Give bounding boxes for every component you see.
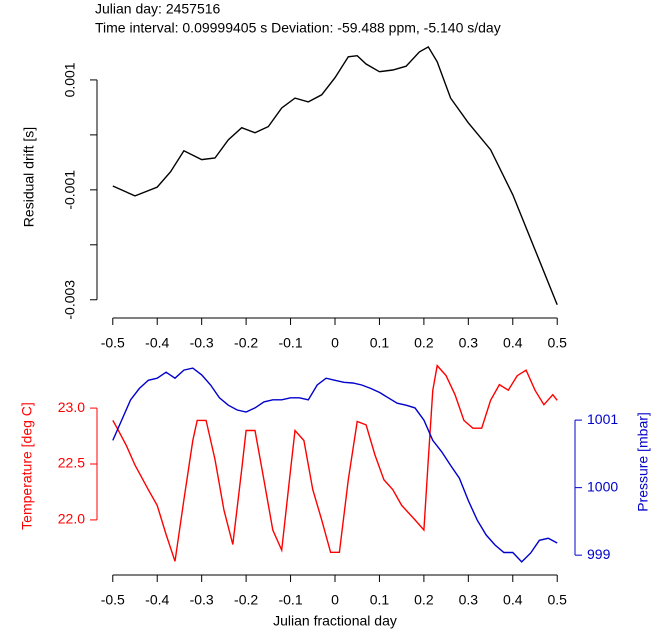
x-tick-label: -0.3 [190,335,214,351]
x-tick-label: 0.1 [370,592,390,608]
y-axis-label: Residual drift [s] [21,127,37,227]
x-tick-label: 0.2 [414,335,434,351]
x-tick-label: 0.5 [547,592,567,608]
data-line [112,45,558,305]
data-line [112,367,558,563]
x-tick-label: 0 [331,335,339,351]
y-tick-label: 999 [587,546,611,562]
x-tick-label: -0.2 [234,335,258,351]
chart-subtitle: Time interval: 0.09999405 s Deviation: -… [95,20,501,36]
x-tick-label: -0.5 [101,335,125,351]
y-axis-label: Temperature [deg C] [19,402,35,530]
y2-axis-label: Pressure [mbar] [635,412,651,512]
y-tick-label: -0.001 [62,170,78,210]
x-tick-label: -0.1 [278,335,302,351]
x-tick-label: 0.5 [547,335,567,351]
x-tick-label: -0.3 [190,592,214,608]
x-tick-label: -0.5 [101,592,125,608]
chart-title: Julian day: 2457516 [95,1,221,17]
x-tick-label: -0.1 [278,592,302,608]
y-tick-label: 1001 [587,411,618,427]
y-tick-label: 1000 [587,478,618,494]
y-tick-label: 0.001 [62,62,78,97]
x-tick-label: -0.4 [145,592,169,608]
x-tick-label: 0.1 [370,335,390,351]
x-tick-label: 0.4 [503,592,523,608]
y-tick-label: 22.5 [58,455,85,471]
y-tick-label: 23.0 [58,399,85,415]
x-tick-label: 0.3 [459,592,479,608]
x-tick-label: 0.2 [414,592,434,608]
y-tick-label: -0.003 [62,280,78,320]
x-axis-label: Julian fractional day [273,613,397,629]
data-line [112,364,558,562]
x-tick-label: 0 [331,592,339,608]
y-tick-label: 22.0 [58,511,85,527]
x-tick-label: 0.3 [459,335,479,351]
x-tick-label: 0.4 [503,335,523,351]
x-tick-label: -0.4 [145,335,169,351]
x-tick-label: -0.2 [234,592,258,608]
